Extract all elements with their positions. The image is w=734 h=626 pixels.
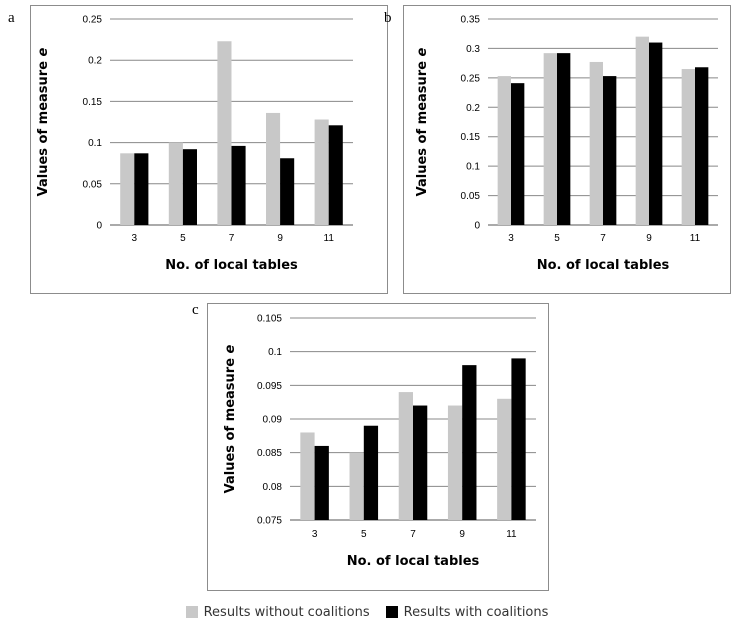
chart-b-bar-with-11 [695,67,709,226]
chart-a-bar-with-7 [231,145,246,225]
legend-item-with: Results with coalitions [385,604,549,620]
chart-a-x-tick-label: 7 [229,233,235,244]
chart-c-bar-with-11 [511,358,526,520]
chart-c-bar-without-9 [447,405,463,520]
chart-a-x-axis-title: No. of local tables [165,258,298,273]
chart-b-bar-without-5 [543,53,557,225]
chart-b-bar-without-7 [589,61,603,225]
chart-b-x-tick-label: 11 [690,233,701,244]
chart-c-bar-with-3 [314,445,329,520]
chart-a-bar-with-3 [134,153,149,225]
chart-a-bar-without-5 [168,142,183,225]
legend-item-without: Results without coalitions [185,604,370,620]
chart-b-bar-without-9 [635,36,649,226]
chart-b-y-axis-title: Values of measure e [415,47,430,196]
chart-a-x-tick-label: 5 [180,233,186,244]
chart-c-bar-without-7 [398,392,413,520]
chart-c-x-axis-title: No. of local tables [347,554,480,569]
chart-b-x-tick-label: 9 [646,233,652,244]
panel-label-b: b [384,10,392,26]
chart-b-x-tick-label: 3 [508,233,514,244]
chart-a-y-tick-label: 0.05 [83,179,103,190]
chart-b-y-tick-label: 0.25 [461,73,481,84]
chart-a-y-tick-label: 0.25 [83,15,103,26]
chart-b-bar-without-3 [497,76,511,225]
chart-a-y-tick-label: 0.2 [88,56,102,67]
chart-b-bar-with-3 [511,83,525,225]
chart-a-bar-without-11 [314,119,329,225]
chart-c-y-tick-label: 0.08 [263,482,283,493]
chart-c-bar-with-9 [462,365,477,520]
chart-c-y-tick-label: 0.075 [257,516,282,527]
chart-b-bar-with-5 [557,53,571,225]
chart-a-y-tick-label: 0 [96,221,102,232]
chart-c-bar-without-3 [300,432,315,520]
legend-label-with: Results with coalitions [403,604,549,620]
chart-b-y-tick-label: 0.05 [461,191,481,202]
chart-c-y-tick-label: 0.105 [257,314,282,325]
chart-c-svg: 0.075 0.08 0.085 0.09 0.095 0.1 0.105 3 5 7 9 11 No.… [223,314,536,569]
legend-label-without: Results without coalitions [203,604,370,620]
chart-c-bar-with-7 [413,405,428,520]
chart-b-y-tick-label: 0.2 [466,103,480,114]
chart-a-bar-with-11 [328,125,343,225]
chart-c-x-tick-label: 3 [312,529,318,540]
chart-c-x-tick-label: 9 [459,529,465,540]
legend-swatch-without [185,606,198,618]
chart-c-x-tick-label: 5 [361,529,367,540]
chart-c-y-tick-label: 0.09 [263,415,283,426]
chart-b-x-tick-label: 7 [600,233,606,244]
chart-a-x-tick-label: 11 [324,233,335,244]
panel-label-a: a [8,10,15,26]
chart-a-bar-without-9 [266,112,281,225]
chart-c-y-tick-label: 0.1 [268,347,282,358]
chart-a-y-axis-title: Values of measure e [36,47,51,196]
chart-a-bar-without-3 [120,153,135,225]
chart-c-bar-without-5 [349,452,364,520]
chart-a-x-tick-label: 9 [277,233,283,244]
chart-c-bar-without-11 [497,398,512,520]
chart-a-bar-with-5 [182,149,197,225]
chart-panel-a: 0 0.05 0.1 0.15 0.2 0.25 3 5 7 9 11 No. of local ta… [30,5,388,294]
chart-b-y-tick-label: 0.1 [466,162,480,173]
panel-label-c: c [192,302,199,318]
chart-c-y-axis-title: Values of measure e [223,344,238,493]
chart-b-y-tick-label: 0.35 [461,15,481,26]
legend-swatch-with [385,606,398,618]
chart-a-x-tick-label: 3 [132,233,138,244]
chart-c-y-tick-label: 0.085 [257,448,282,459]
chart-b-bar-with-7 [603,76,617,225]
chart-c-bar-with-5 [363,425,379,520]
chart-b-x-axis-title: No. of local tables [537,258,670,273]
chart-a-y-tick-label: 0.15 [83,97,103,108]
chart-panel-c: 0.075 0.08 0.085 0.09 0.095 0.1 0.105 3 5 7 9 11 No.… [207,303,549,591]
chart-b-svg: 0 0.05 0.1 0.15 0.2 0.25 0.3 0.35 3 5 7 9 11 No. of l… [415,15,718,273]
chart-a-bar-without-7 [217,41,232,225]
chart-a-y-tick-label: 0.1 [88,138,102,149]
chart-c-x-tick-label: 11 [506,529,517,540]
chart-a-bar-with-9 [280,158,295,225]
chart-b-bar-with-9 [649,42,663,225]
chart-legend: Results without coalitions Results with … [0,598,734,626]
chart-a-svg: 0 0.05 0.1 0.15 0.2 0.25 3 5 7 9 11 No. of local ta… [36,15,353,273]
chart-c-x-tick-label: 7 [410,529,416,540]
chart-b-y-tick-label: 0.15 [461,132,481,143]
chart-b-y-tick-label: 0.3 [466,44,480,55]
chart-b-x-tick-label: 5 [554,233,560,244]
chart-panel-b: 0 0.05 0.1 0.15 0.2 0.25 0.3 0.35 3 5 7 9 11 No. of l… [403,5,731,294]
chart-c-y-tick-label: 0.095 [257,381,282,392]
chart-b-bar-without-11 [681,69,695,226]
chart-b-y-tick-label: 0 [474,221,480,232]
